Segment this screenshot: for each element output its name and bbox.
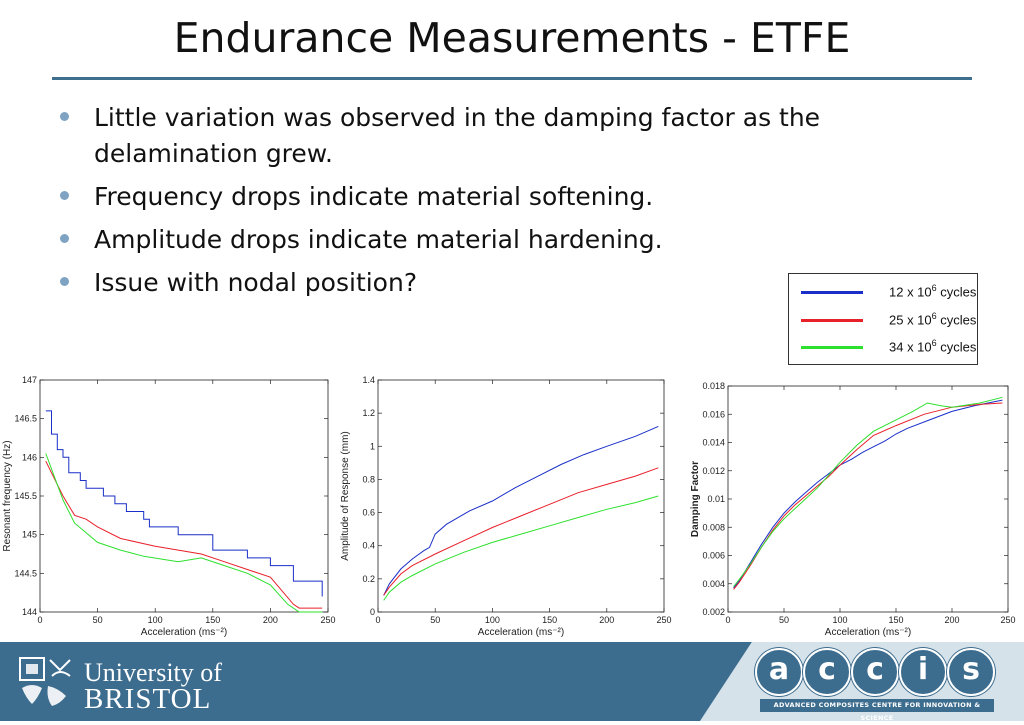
y-tick-label: 147 [22, 375, 37, 385]
series-line [45, 453, 323, 613]
footer-bar: University of BRISTOL a c c i s ADVANCED… [0, 642, 1024, 722]
resonant-frequency-plot: 0 50 100 150 200 250 144 144.5 145 145.5 146 146.5 1… [2, 375, 336, 638]
x-tick-label: 50 [779, 615, 789, 625]
bullet-item: Issue with nodal position? [58, 265, 958, 301]
y-axis-label: Damping Factor [690, 461, 701, 537]
resonant-frequency-chart: 0 50 100 150 200 250 144 144.5 145 145.5 146 146.5 1… [0, 372, 340, 642]
legend-entry: 34 x 106 cycles [799, 337, 977, 357]
x-tick-label: 200 [944, 615, 959, 625]
title-divider [52, 77, 972, 80]
chart-legend: 12 x 106 cycles 25 x 106 cycles 34 x 106… [788, 273, 978, 365]
y-tick-label: 146 [22, 452, 37, 462]
damping-factor-plot: 0 50 100 150 200 250 0.002 0.004 0.006 0.008 0.01 0… [690, 381, 1016, 638]
y-tick-label: 0 [370, 607, 375, 617]
x-tick-label: 250 [656, 615, 671, 625]
y-tick-label: 0.018 [702, 381, 725, 391]
series-line [383, 467, 659, 596]
y-tick-label: 0.012 [702, 466, 725, 476]
y-tick-label: 0.008 [702, 522, 725, 532]
bullet-text: Little variation was observed in the dam… [94, 103, 821, 168]
accis-letter-i: i [899, 648, 947, 696]
y-tick-label: 0.01 [707, 494, 725, 504]
bullet-dot-icon [60, 277, 69, 286]
y-axis-label: Amplitude of Response (mm) [340, 431, 351, 561]
y-tick-label: 0.8 [362, 474, 375, 484]
y-tick-label: 146.5 [14, 414, 37, 424]
series-line [383, 425, 659, 596]
plot-area [727, 385, 1009, 613]
y-tick-label: 144 [22, 607, 37, 617]
legend-label: 12 x 106 cycles [889, 283, 977, 300]
y-tick-label: 0.006 [702, 551, 725, 561]
bullet-text: Amplitude drops indicate material harden… [94, 225, 663, 254]
x-tick-label: 200 [599, 615, 614, 625]
x-tick-label: 150 [205, 615, 220, 625]
x-tick-label: 0 [725, 615, 730, 625]
university-name-line1: University of [84, 658, 222, 687]
legend-label: 25 x 106 cycles [889, 311, 977, 328]
bullet-dot-icon [60, 191, 69, 200]
series-line [383, 495, 659, 601]
legend-entry: 12 x 106 cycles [799, 282, 977, 302]
legend-swatch [801, 291, 863, 294]
bullet-item: Frequency drops indicate material soften… [58, 179, 958, 215]
y-tick-label: 144.5 [14, 568, 37, 578]
x-tick-label: 50 [430, 615, 440, 625]
y-tick-label: 1.2 [362, 408, 375, 418]
x-axis-label: Acceleration (ms⁻²) [478, 627, 564, 638]
y-tick-label: 145.5 [14, 491, 37, 501]
plot-area [377, 379, 665, 613]
plot-area [39, 379, 329, 613]
y-tick-label: 0.002 [702, 607, 725, 617]
x-tick-label: 0 [375, 615, 380, 625]
x-tick-label: 200 [263, 615, 278, 625]
university-name-line2: BRISTOL [84, 683, 212, 715]
bullet-item: Amplitude drops indicate material harden… [58, 222, 958, 258]
legend-entry: 25 x 106 cycles [799, 310, 977, 330]
bullet-dot-icon [60, 112, 69, 121]
y-tick-label: 0.004 [702, 579, 725, 589]
y-tick-label: 145 [22, 530, 37, 540]
accis-letter-s: s [947, 648, 995, 696]
legend-swatch [801, 346, 863, 349]
x-tick-label: 100 [485, 615, 500, 625]
y-tick-label: 0.6 [362, 508, 375, 518]
bullet-text: Frequency drops indicate material soften… [94, 182, 654, 211]
bullet-list: Little variation was observed in the dam… [58, 100, 958, 308]
x-tick-label: 250 [320, 615, 335, 625]
amplitude-plot: 0 50 100 150 200 250 0 0.2 0.4 0.6 0.8 1 1.2 1.4 Accel… [340, 375, 672, 638]
bullet-text: Issue with nodal position? [94, 268, 418, 297]
accis-letter-a: a [755, 648, 803, 696]
y-tick-label: 1.4 [362, 375, 375, 385]
y-axis-label: Resonant frequency (Hz) [2, 440, 13, 551]
series-line [45, 410, 323, 597]
legend-label: 34 x 106 cycles [889, 338, 977, 355]
damping-factor-chart: 0 50 100 150 200 250 0.002 0.004 0.006 0.008 0.01 0… [684, 372, 1024, 642]
accis-letter-c: c [851, 648, 899, 696]
y-tick-label: 0.4 [362, 541, 375, 551]
slide-title: Endurance Measurements - ETFE [173, 14, 851, 62]
x-tick-label: 250 [1000, 615, 1015, 625]
y-tick-label: 0.016 [702, 409, 725, 419]
x-axis-label: Acceleration (ms⁻²) [825, 627, 911, 638]
y-tick-label: 0.014 [702, 438, 725, 448]
x-axis-label: Acceleration (ms⁻²) [141, 627, 227, 638]
series-line [45, 460, 323, 609]
legend-swatch [801, 319, 863, 322]
x-tick-label: 100 [832, 615, 847, 625]
x-tick-label: 100 [148, 615, 163, 625]
y-tick-label: 0.2 [362, 574, 375, 584]
university-crest-icon [19, 657, 71, 706]
x-tick-label: 50 [93, 615, 103, 625]
bullet-dot-icon [60, 234, 69, 243]
accis-letter-c: c [803, 648, 851, 696]
x-tick-label: 150 [888, 615, 903, 625]
amplitude-chart: 0 50 100 150 200 250 0 0.2 0.4 0.6 0.8 1 1.2 1.4 Accel… [340, 372, 680, 642]
accis-tagline: ADVANCED COMPOSITES CENTRE FOR INNOVATIO… [760, 699, 994, 722]
x-tick-label: 0 [37, 615, 42, 625]
x-tick-label: 150 [542, 615, 557, 625]
y-tick-label: 1 [370, 441, 375, 451]
bullet-item: Little variation was observed in the dam… [58, 100, 958, 172]
series-line [733, 396, 1003, 587]
